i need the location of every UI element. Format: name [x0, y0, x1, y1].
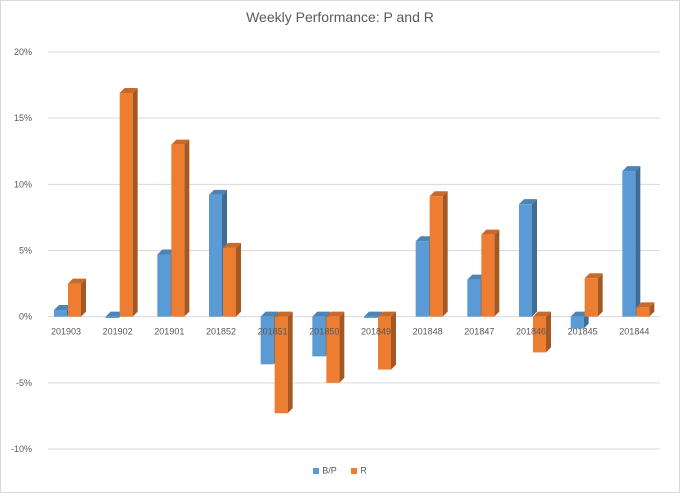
y-axis-ticks: 20% 15% 10% 5% 0% -5% -10% [11, 47, 32, 454]
x-category-label: 201852 [206, 327, 236, 337]
x-category-label: 201849 [361, 327, 391, 337]
legend-item-bp: B/P [313, 465, 337, 476]
legend-item-r: R [351, 465, 367, 476]
legend-label-bp: B/P [322, 465, 337, 476]
y-tick-label: 10% [14, 179, 32, 189]
y-tick-label: 15% [14, 113, 32, 123]
bar-r-201847 [481, 229, 500, 317]
y-tick-label: 0% [19, 312, 32, 322]
chart-title: Weekly Performance: P and R [246, 9, 434, 25]
x-category-label: 201846 [516, 327, 546, 337]
x-category-label: 201847 [464, 327, 494, 337]
bar-r-201846 [533, 311, 551, 353]
bar-bp-201844 [622, 166, 641, 317]
x-category-label: 201845 [568, 327, 598, 337]
x-category-label: 201903 [51, 327, 81, 337]
x-category-label: 201902 [103, 327, 133, 337]
x-category-label: 201851 [258, 327, 288, 337]
bar-r-201845 [584, 273, 603, 317]
legend-swatch-bp [313, 467, 320, 474]
y-tick-label: 5% [19, 246, 32, 256]
bar-r-201848 [429, 191, 448, 317]
y-tick-label: 20% [14, 47, 32, 57]
bar-r-201903 [68, 278, 86, 317]
category-labels: 201903 201902 201901 201852 201851 201850 2018… [51, 327, 649, 337]
x-category-label: 201901 [154, 327, 184, 337]
bar-r-201851 [274, 311, 293, 414]
legend-swatch-r [351, 467, 358, 474]
x-category-label: 201850 [309, 327, 339, 337]
legend: B/P R [0, 465, 680, 476]
bars [54, 88, 655, 414]
bar-r-201844 [636, 302, 655, 317]
bar-r-201849 [378, 311, 396, 370]
legend-label-r: R [360, 465, 367, 476]
bar-bp-201849 [364, 311, 382, 318]
x-category-label: 201844 [619, 327, 649, 337]
y-tick-label: -10% [11, 444, 32, 454]
bar-r-201901 [171, 139, 190, 317]
bar-r-201850 [326, 311, 345, 383]
gridlines [48, 51, 660, 450]
y-tick-label: -5% [16, 378, 32, 388]
bar-r-201902 [119, 88, 138, 317]
bar-r-201852 [223, 242, 241, 317]
x-category-label: 201848 [413, 327, 443, 337]
bar-bp-201846 [519, 199, 537, 317]
